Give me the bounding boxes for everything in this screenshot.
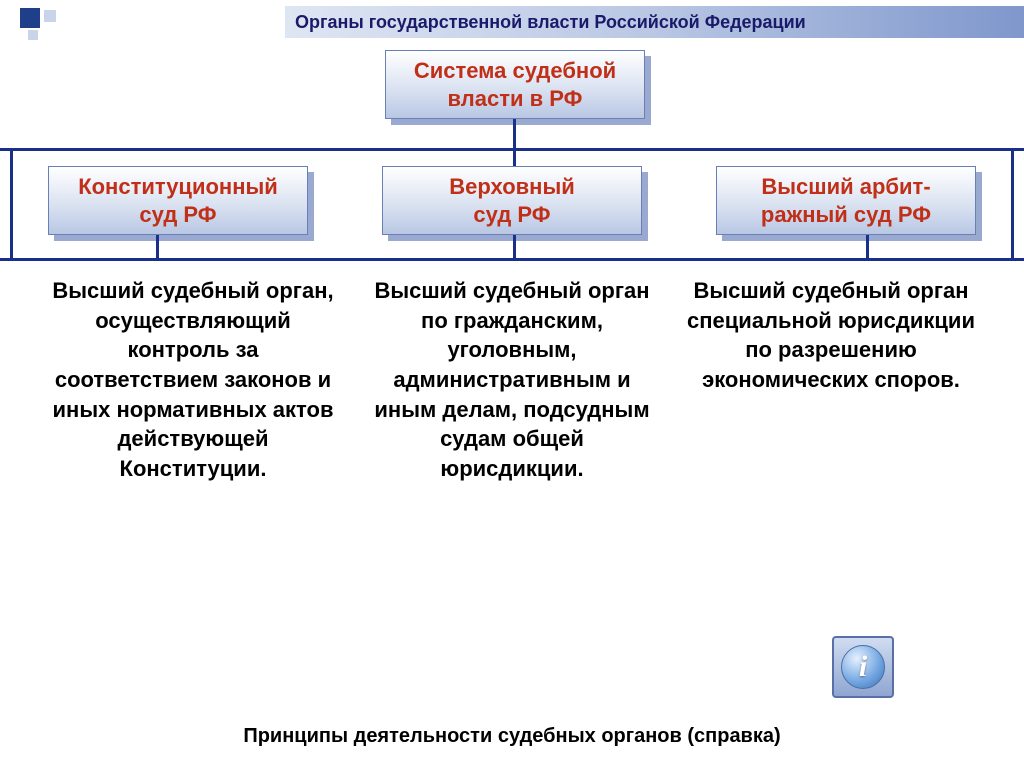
connector-vline-root: [513, 118, 516, 166]
child-node-2: Верховный суд РФ: [362, 166, 662, 235]
connector-hline-2: [0, 258, 1024, 261]
child-2-description: Высший судебный орган по гражданским, уг…: [367, 276, 657, 484]
descriptions-row: Высший судебный орган, осуществляющий ко…: [0, 276, 1024, 484]
child-2-label-line2: суд РФ: [393, 201, 631, 229]
child-node-1: Конституционный суд РФ: [28, 166, 328, 235]
info-button[interactable]: i: [832, 636, 894, 698]
root-node: Система судебной власти в РФ: [385, 50, 645, 119]
root-label-line2: власти в РФ: [396, 85, 634, 113]
child-1-label-line2: суд РФ: [59, 201, 297, 229]
decorative-squares: [20, 8, 68, 40]
header-title-band: Органы государственной власти Российской…: [285, 6, 1024, 38]
connector-vline-child-3: [866, 232, 869, 258]
child-1-label-line1: Конституционный: [59, 173, 297, 201]
connector-hline-1: [0, 148, 1024, 151]
header-bar: Органы государственной власти Российской…: [0, 0, 1024, 44]
page-title: Органы государственной власти Российской…: [295, 12, 806, 33]
children-row: Конституционный суд РФ Верховный суд РФ …: [0, 166, 1024, 235]
child-2-label-line1: Верховный: [393, 173, 631, 201]
connector-vline-child-1: [156, 232, 159, 258]
child-node-3: Высший арбит- ражный суд РФ: [696, 166, 996, 235]
footer-caption: Принципы деятельности судебных органов (…: [0, 725, 1024, 748]
child-1-description: Высший судебный орган, осуществляющий ко…: [48, 276, 338, 484]
root-label-line1: Система судебной: [396, 57, 634, 85]
info-icon: i: [841, 645, 885, 689]
child-3-label-line1: Высший арбит-: [727, 173, 965, 201]
child-3-label-line2: ражный суд РФ: [727, 201, 965, 229]
connector-vline-child-2: [513, 232, 516, 258]
child-3-description: Высший судебный орган специальной юрисди…: [686, 276, 976, 484]
